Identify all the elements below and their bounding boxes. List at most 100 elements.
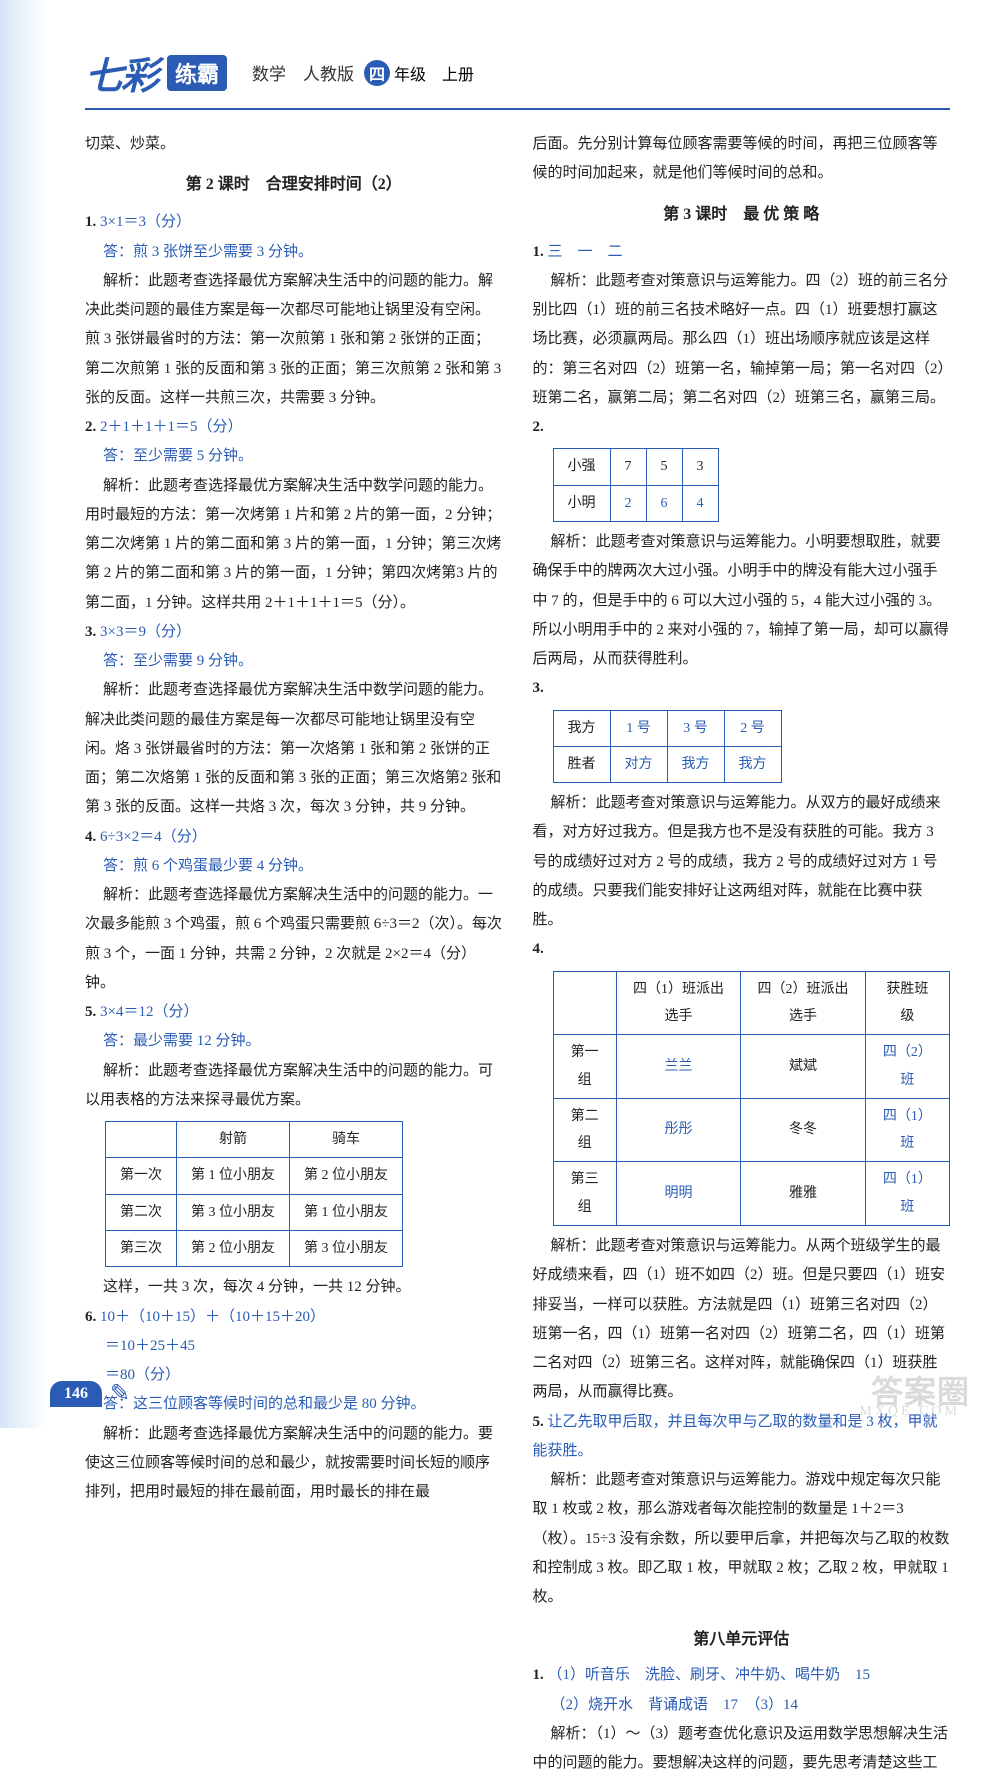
table-cell: 第二组 bbox=[553, 1098, 616, 1162]
q5: 5. 3×4＝12（分） bbox=[85, 998, 503, 1027]
q5-ans: 3×4＝12（分） bbox=[100, 1004, 198, 1020]
table-row: 第二次 第 3 位小朋友 第 1 位小朋友 bbox=[106, 1194, 403, 1230]
q4-num: 4. bbox=[85, 829, 96, 845]
table-row: 小强 7 5 3 bbox=[553, 449, 718, 485]
table-cell: 我方 bbox=[724, 746, 781, 782]
r-q2-exp: 解析：此题考查对策意识与运筹能力。小明要想取胜，就要确保手中的牌两次大过小强。小… bbox=[533, 528, 951, 674]
q3-exp: 解析：此题考查选择最优方案解决生活中数学问题的能力。解决此类问题的最佳方案是每一… bbox=[85, 676, 503, 822]
table-cell: 我方 bbox=[667, 746, 724, 782]
q3-ans: 3×3＝9（分） bbox=[100, 624, 191, 640]
table-row: 第二组 彤彤 冬冬 四（1）班 bbox=[553, 1098, 950, 1162]
q4-ansline: 答：煎 6 个鸡蛋最少要 4 分钟。 bbox=[85, 852, 503, 881]
table-cell: 第 3 位小朋友 bbox=[177, 1194, 290, 1230]
table-cell: 四（1）班 bbox=[865, 1098, 949, 1162]
table-cell: 4 bbox=[682, 485, 718, 521]
table-cell: 四（2）班 bbox=[865, 1035, 949, 1099]
r-q5-ans: 让乙先取甲后取，并且每次甲与乙取的数量和是 3 枚，甲就能获胜。 bbox=[533, 1414, 938, 1459]
table-row: 第三组 明明 雅雅 四（1）班 bbox=[553, 1162, 950, 1226]
r-q1-ans: 三 一 二 bbox=[548, 244, 623, 260]
table-cell: 第 2 位小朋友 bbox=[290, 1158, 403, 1194]
q6-ans3: ＝80（分） bbox=[105, 1361, 503, 1390]
lesson3-title: 第 3 课时 最 优 策 略 bbox=[533, 199, 951, 230]
content-columns: 切菜、炒菜。 第 2 课时 合理安排时间（2） 1. 3×1＝3（分） 答：煎 … bbox=[85, 130, 950, 1778]
q5-num: 5. bbox=[85, 1004, 96, 1020]
table-cell: 第 2 位小朋友 bbox=[177, 1231, 290, 1267]
logo-text-2: 练霸 bbox=[167, 55, 227, 91]
header-grade: 四 年级 上册 bbox=[364, 60, 474, 86]
carryover-text: 切菜、炒菜。 bbox=[85, 130, 503, 159]
table-cell: 我方 bbox=[553, 710, 610, 746]
q2-exp: 解析：此题考查选择最优方案解决生活中数学问题的能力。用时最短的方法：第一次烤第 … bbox=[85, 472, 503, 618]
table-cell: 明明 bbox=[616, 1162, 741, 1226]
u1: 1. （1）听音乐 洗脸、刷牙、冲牛奶、喝牛奶 15 bbox=[533, 1661, 951, 1690]
unit8-title: 第八单元评估 bbox=[533, 1624, 951, 1655]
table-cell: 7 bbox=[610, 449, 646, 485]
table-cell: 胜者 bbox=[553, 746, 610, 782]
table-row: 胜者 对方 我方 我方 bbox=[553, 746, 781, 782]
logo-text-1: 七彩 bbox=[85, 45, 157, 100]
table-cell bbox=[553, 971, 616, 1035]
table-cell: 兰兰 bbox=[616, 1035, 741, 1099]
table-cell: 四（1）班 bbox=[865, 1162, 949, 1226]
r-q3-table: 我方 1 号 3 号 2 号 胜者 对方 我方 我方 bbox=[553, 710, 782, 784]
grade-rest: 年级 上册 bbox=[394, 61, 474, 85]
table-cell: 第一组 bbox=[553, 1035, 616, 1099]
q6-ans2: ＝10＋25＋45 bbox=[105, 1332, 503, 1361]
page-number-box: 146 ✎ bbox=[50, 1379, 130, 1408]
q3-ansline: 答：至少需要 9 分钟。 bbox=[85, 647, 503, 676]
u1-num: 1. bbox=[533, 1667, 544, 1683]
table-row: 第三次 第 2 位小朋友 第 3 位小朋友 bbox=[106, 1231, 403, 1267]
table-cell: 2 号 bbox=[724, 710, 781, 746]
table-row: 我方 1 号 3 号 2 号 bbox=[553, 710, 781, 746]
table-cell: 6 bbox=[646, 485, 682, 521]
q5-exp1: 解析：此题考查选择最优方案解决生活中的问题的能力。可以用表格的方法来探寻最优方案… bbox=[85, 1057, 503, 1116]
q3: 3. 3×3＝9（分） bbox=[85, 618, 503, 647]
r-q5-exp: 解析：此题考查对策意识与运筹能力。游戏中规定每次只能取 1 枚或 2 枚，那么游… bbox=[533, 1466, 951, 1612]
right-column: 后面。先分别计算每位顾客需要等候的时间，再把三位顾客等候的时间加起来，就是他们等… bbox=[533, 130, 951, 1778]
table-cell: 1 号 bbox=[610, 710, 667, 746]
page-header: 七彩 练霸 数学 人教版 四 年级 上册 bbox=[85, 45, 950, 110]
table-cell: 第三次 bbox=[106, 1231, 177, 1267]
q1: 1. 3×1＝3（分） bbox=[85, 208, 503, 237]
table-cell: 5 bbox=[646, 449, 682, 485]
r-q3-num: 3. bbox=[533, 680, 544, 696]
q1-exp: 解析：此题考查选择最优方案解决生活中的问题的能力。解决此类问题的最佳方案是每一次… bbox=[85, 267, 503, 413]
table-cell: 小强 bbox=[553, 449, 610, 485]
q2: 2. 2＋1＋1＋1＝5（分） bbox=[85, 413, 503, 442]
table-cell: 四（1）班派出选手 bbox=[616, 971, 741, 1035]
q6-ans1: 10＋（10＋15）＋（10＋15＋20） bbox=[100, 1309, 325, 1325]
u1-a1: （1）听音乐 洗脸、刷牙、冲牛奶、喝牛奶 15 bbox=[548, 1667, 871, 1683]
q1-num: 1. bbox=[85, 214, 96, 230]
q4-exp: 解析：此题考查选择最优方案解决生活中的问题的能力。一次最多能煎 3 个鸡蛋，煎 … bbox=[85, 881, 503, 998]
table-row: 第一次 第 1 位小朋友 第 2 位小朋友 bbox=[106, 1158, 403, 1194]
table-cell: 2 bbox=[610, 485, 646, 521]
r-q1-num: 1. bbox=[533, 244, 544, 260]
q1-ansline: 答：煎 3 张饼至少需要 3 分钟。 bbox=[85, 238, 503, 267]
r-q1-exp: 解析：此题考查对策意识与运筹能力。四（2）班的前三名分别比四（1）班的前三名技术… bbox=[533, 267, 951, 413]
table-cell: 骑车 bbox=[290, 1122, 403, 1158]
table-cell: 第 1 位小朋友 bbox=[290, 1194, 403, 1230]
table-cell: 斌斌 bbox=[741, 1035, 866, 1099]
grade-circle: 四 bbox=[364, 60, 390, 86]
q3-num: 3. bbox=[85, 624, 96, 640]
q5-exp2: 这样，一共 3 次，每次 4 分钟，一共 12 分钟。 bbox=[85, 1273, 503, 1302]
r-q3: 3. bbox=[533, 674, 951, 703]
q6-ansline: 答：这三位顾客等候时间的总和最少是 80 分钟。 bbox=[85, 1390, 503, 1419]
table-cell: 冬冬 bbox=[741, 1098, 866, 1162]
u1-exp: 解析：（1）～（3）题考查优化意识及运用数学思想解决生活中的问题的能力。要想解决… bbox=[533, 1720, 951, 1778]
table-row: 射箭 骑车 bbox=[106, 1122, 403, 1158]
table-cell: 3 bbox=[682, 449, 718, 485]
table-row: 小明 2 6 4 bbox=[553, 485, 718, 521]
table-cell: 对方 bbox=[610, 746, 667, 782]
q6-num: 6. bbox=[85, 1309, 96, 1325]
table-row: 第一组 兰兰 斌斌 四（2）班 bbox=[553, 1035, 950, 1099]
r-q2-table: 小强 7 5 3 小明 2 6 4 bbox=[553, 448, 719, 522]
table-cell: 第三组 bbox=[553, 1162, 616, 1226]
r-q4-num: 4. bbox=[533, 941, 544, 957]
left-column: 切菜、炒菜。 第 2 课时 合理安排时间（2） 1. 3×1＝3（分） 答：煎 … bbox=[85, 130, 503, 1778]
table-cell: 第 1 位小朋友 bbox=[177, 1158, 290, 1194]
r-q5-num: 5. bbox=[533, 1414, 544, 1430]
r-q3-exp: 解析：此题考查对策意识与运筹能力。从双方的最好成绩来看，对方好过我方。但是我方也… bbox=[533, 789, 951, 935]
table-cell: 获胜班级 bbox=[865, 971, 949, 1035]
table-cell: 第一次 bbox=[106, 1158, 177, 1194]
